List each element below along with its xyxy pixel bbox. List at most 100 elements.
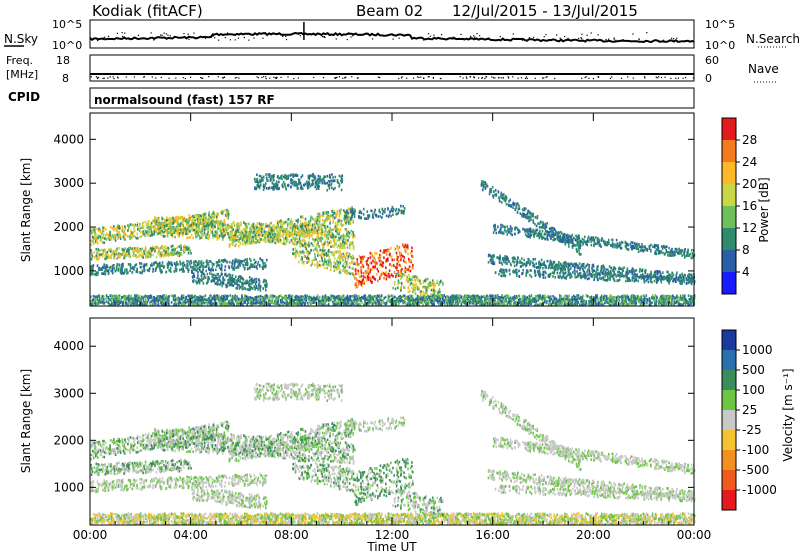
echo-cell [260, 238, 262, 241]
echo-cell [170, 222, 173, 226]
echo-cell [221, 295, 224, 299]
echo-cell [439, 302, 442, 306]
echo-cell [597, 301, 600, 305]
echo-cell [672, 302, 675, 306]
echo-cell [255, 297, 257, 301]
nave-point [598, 76, 600, 78]
echo-cell [535, 300, 537, 304]
echo-cell [216, 235, 218, 239]
echo-cell [271, 297, 274, 300]
echo-cell [165, 303, 168, 306]
nave-point [297, 77, 299, 79]
echo-cell [608, 296, 610, 300]
echo-cell [169, 231, 171, 235]
echo-cell [193, 216, 196, 219]
echo-cell [361, 301, 363, 304]
echo-cell [690, 296, 693, 299]
echo-cell [610, 295, 613, 298]
echo-cell [338, 236, 340, 240]
noise-search-point [622, 38, 624, 41]
echo-cell [653, 298, 655, 302]
echo-cell [173, 227, 176, 231]
echo-cell [686, 301, 688, 304]
echo-cell [646, 298, 649, 302]
nave-point [682, 77, 684, 79]
nave-point [334, 77, 336, 79]
nave-point [238, 77, 240, 79]
echo-cell [376, 297, 378, 300]
echo-cell [490, 300, 492, 303]
echo-cell [225, 211, 228, 215]
echo-cell [214, 298, 216, 302]
echo-cell [672, 294, 674, 298]
echo-cell [277, 230, 279, 234]
echo-cell [176, 232, 179, 236]
echo-cell [509, 302, 511, 306]
echo-cell [452, 302, 454, 305]
echo-cell [224, 298, 227, 301]
echo-cell [173, 303, 175, 306]
echo-cell [329, 219, 331, 223]
echo-cell [195, 303, 197, 307]
echo-cell [323, 220, 326, 224]
echo-cell [345, 222, 347, 225]
echo-cell [220, 230, 222, 233]
nave-point [143, 76, 145, 78]
echo-cell [348, 246, 351, 250]
echo-cell [660, 299, 663, 302]
echo-cell [269, 228, 271, 232]
echo-cell [316, 238, 319, 242]
nave-point [485, 76, 487, 78]
echo-cell [493, 298, 496, 302]
echo-cell [113, 300, 115, 304]
echo-cell [664, 300, 666, 303]
echo-cell [154, 226, 156, 230]
echo-cell [549, 295, 552, 298]
echo-cell [167, 226, 170, 230]
echo-cell [219, 222, 222, 226]
noise-search-point [167, 34, 169, 36]
echo-cell [195, 298, 197, 302]
echo-cell [214, 225, 216, 228]
echo-cell [298, 237, 301, 241]
noise-search-point [502, 39, 504, 41]
echo-cell [364, 302, 367, 306]
nave-point [113, 77, 115, 80]
echo-cell [430, 300, 432, 304]
echo-cell [257, 301, 259, 304]
echo-cell [656, 296, 659, 300]
echo-cell [198, 297, 200, 300]
freq-unit-label: [MHz] [6, 68, 38, 81]
echo-cell [343, 244, 345, 247]
echo-cell [354, 302, 357, 306]
echo-cell [539, 294, 541, 298]
echo-cell [251, 300, 254, 304]
echo-cell [103, 298, 105, 301]
echo-cell [172, 220, 175, 223]
echo-cell [298, 302, 301, 305]
echo-cell [366, 296, 368, 299]
echo-cell [92, 236, 94, 239]
echo-cell [286, 296, 289, 300]
echo-cell [635, 297, 637, 300]
echo-cell [236, 295, 238, 298]
echo-cell [398, 301, 400, 305]
echo-cell [657, 302, 660, 305]
echo-cell [118, 230, 120, 234]
echo-cell [565, 303, 568, 306]
nave-point [520, 77, 523, 79]
echo-cell [272, 226, 275, 229]
echo-cell [303, 225, 305, 229]
echo-cell [145, 298, 147, 302]
echo-cell [184, 229, 186, 233]
frequency-panel: Freq. [MHz] 18 8 60 0 Nave [6, 54, 779, 85]
echo-cell [264, 222, 267, 226]
echo-cell [246, 235, 248, 238]
echo-cell [651, 294, 654, 297]
echo-cell [646, 301, 649, 305]
echo-cell [625, 300, 628, 304]
echo-cell [414, 302, 416, 306]
echo-cell [123, 233, 125, 237]
echo-cell [288, 302, 291, 305]
echo-cell [144, 220, 147, 224]
